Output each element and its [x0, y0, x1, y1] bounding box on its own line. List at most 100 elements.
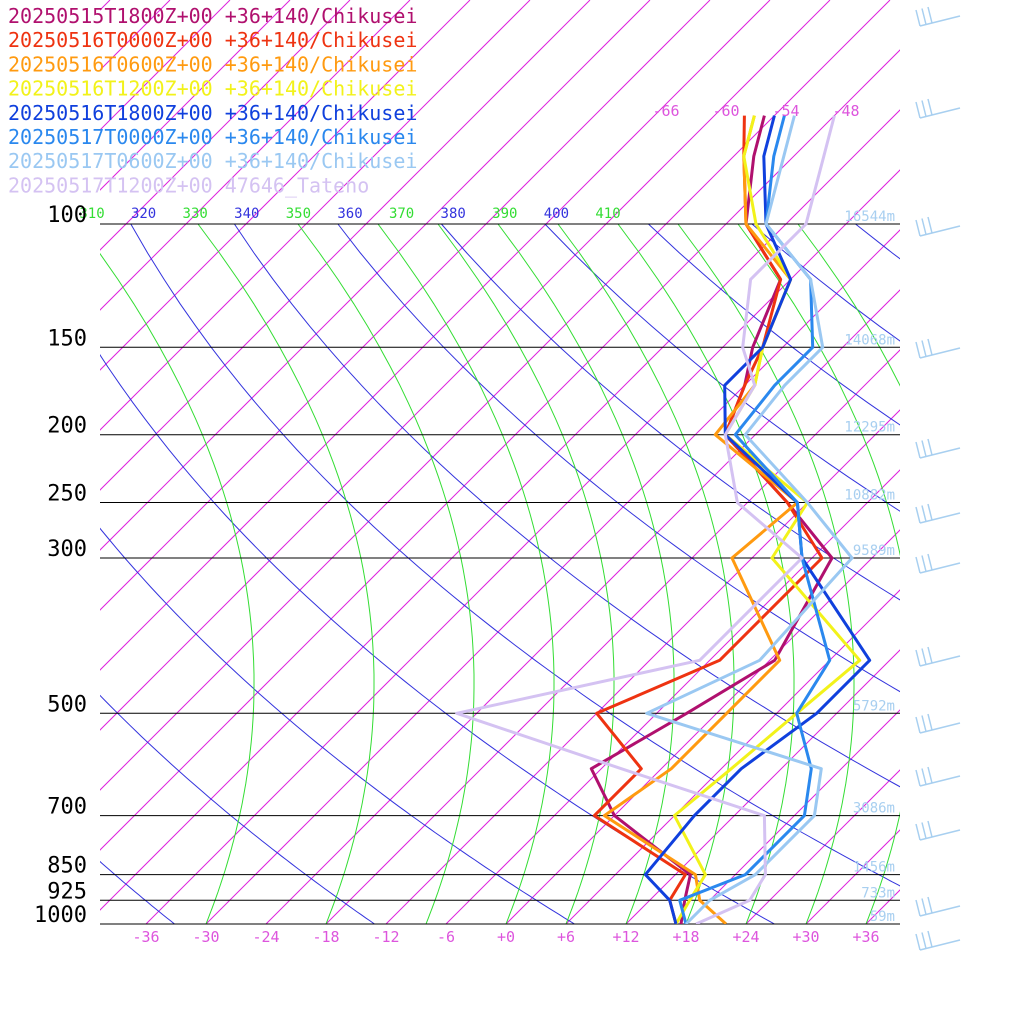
- x-tick-label: +18: [672, 928, 699, 946]
- wind-barb-flag: [927, 713, 933, 731]
- height-label: 3086m: [853, 801, 895, 817]
- x-tick-label: -30: [192, 928, 219, 946]
- theta-label: 320: [131, 206, 156, 222]
- isotherm-line: [505, 529, 900, 924]
- wind-barb-flag: [921, 822, 927, 839]
- x-tick-label: +36: [852, 928, 879, 946]
- wind-barb-flag: [921, 340, 927, 357]
- dry-adiabat-line: [100, 860, 175, 924]
- theta-label: 390: [492, 206, 517, 222]
- isotherm-line: [986, 0, 1024, 924]
- legend-entry: 20250515T1800Z+00 +36+140/Chikusei: [8, 4, 417, 28]
- pressure-label: 925: [47, 879, 87, 904]
- series-line: [455, 115, 836, 924]
- wind-barb: [915, 553, 961, 574]
- pressure-label: 300: [47, 537, 87, 562]
- isotherm-line: [145, 169, 900, 924]
- legend-entry: 20250517T1200Z+00 47646_Tateno: [8, 173, 369, 197]
- isotherm-line: [100, 0, 711, 611]
- wind-barb-staff: [919, 347, 961, 359]
- isotherm-line: [100, 0, 531, 431]
- wind-barb-staff: [919, 447, 961, 459]
- wind-barb-flag: [927, 553, 933, 571]
- isotherm-line: [205, 229, 900, 924]
- wind-barb: [915, 216, 961, 237]
- wind-barb: [915, 930, 961, 951]
- series-line: [592, 115, 824, 924]
- x-tick-label: -6: [437, 928, 455, 946]
- wind-barb-flag: [927, 766, 933, 784]
- height-label: 10882m: [844, 488, 895, 504]
- wind-barb-flag: [915, 341, 921, 359]
- wind-barb-flag: [915, 556, 921, 574]
- isotherm-line: [565, 589, 900, 924]
- wind-barb: [915, 820, 961, 841]
- isotherm-line: [805, 829, 900, 924]
- isotherm-line: [100, 0, 351, 251]
- theta-label: 360: [337, 206, 362, 222]
- pressure-label: 700: [47, 795, 87, 820]
- height-label: 16544m: [844, 209, 895, 225]
- x-tick-label: -12: [372, 928, 399, 946]
- legend-entry: 20250516T1800Z+00 +36+140/Chikusei: [8, 101, 417, 125]
- series-line: [645, 115, 854, 924]
- wind-barb: [915, 896, 961, 917]
- moist-adiabat-line: [377, 223, 555, 924]
- pressure-label: 150: [47, 326, 87, 351]
- wind-barb-flag: [921, 505, 927, 522]
- wind-barb-flag: [927, 930, 933, 948]
- wind-barb-flag: [927, 820, 933, 838]
- legend-entry: 20250516T0000Z+00 +36+140/Chikusei: [8, 28, 417, 52]
- x-tick-label: +6: [557, 928, 575, 946]
- isotherm-line: [265, 289, 900, 924]
- wind-barb-flag: [921, 768, 927, 785]
- theta-label: 340: [234, 206, 259, 222]
- theta-label: 370: [389, 206, 414, 222]
- x-tick-label: -36: [132, 928, 159, 946]
- series-line: [672, 115, 862, 924]
- isotherm-line: [100, 0, 291, 191]
- pressure-label: 100: [47, 203, 87, 228]
- theta-label: 310: [79, 206, 104, 222]
- wind-barb-flag: [921, 898, 927, 915]
- isotherm-line: [100, 0, 471, 371]
- wind-barb-flag: [915, 769, 921, 787]
- wind-barb: [915, 766, 961, 787]
- wind-barb: [915, 503, 961, 524]
- wind-barb-staff: [919, 107, 961, 119]
- wind-barb-flag: [915, 933, 921, 951]
- wind-barb-flag: [921, 218, 927, 235]
- legend-entry: 20250516T0600Z+00 +36+140/Chikusei: [8, 52, 417, 76]
- legend-entry: 20250517T0600Z+00 +36+140/Chikusei: [8, 149, 417, 173]
- wind-barb-flag: [927, 338, 933, 356]
- wind-barbs: [915, 6, 961, 951]
- profile-series: [455, 115, 872, 924]
- wind-barb-staff: [919, 15, 961, 27]
- wind-barb-flag: [915, 9, 921, 27]
- theta-label: 410: [595, 206, 620, 222]
- legend-entry: 20250516T1200Z+00 +36+140/Chikusei: [8, 77, 417, 101]
- isotherm-line: [100, 0, 891, 791]
- wind-barb-flag: [915, 441, 921, 459]
- isotherm-line: [100, 109, 900, 911]
- wind-barb-flag: [915, 649, 921, 667]
- isotherm-line: [100, 0, 591, 491]
- wind-barb-flag: [915, 219, 921, 237]
- wind-barb-flag: [927, 503, 933, 521]
- pressure-label: 850: [47, 854, 87, 879]
- moist-adiabat-line: [100, 252, 255, 924]
- wind-barb: [915, 438, 961, 459]
- wind-barb-flag: [915, 506, 921, 524]
- moist-adiabat-line: [297, 223, 475, 924]
- series-line: [602, 115, 799, 924]
- wind-barb: [915, 6, 961, 27]
- isotherm-line: [445, 469, 900, 924]
- isobar-lines: [100, 223, 900, 925]
- wind-barb-flag: [921, 8, 927, 25]
- moist-adiabat-line: [557, 223, 735, 924]
- height-label: 14068m: [844, 332, 895, 348]
- isotherm-line: [385, 409, 900, 924]
- height-label: 12295m: [844, 420, 895, 436]
- height-label: 5792m: [853, 698, 895, 714]
